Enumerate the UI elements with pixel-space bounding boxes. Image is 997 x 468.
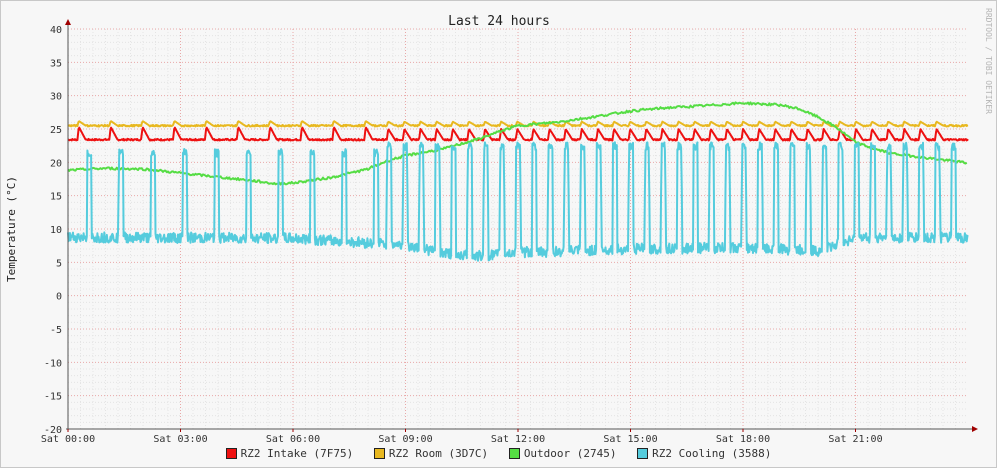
y-tick-label: 10 <box>50 225 62 236</box>
x-tick-label: Sat 09:00 <box>378 434 432 445</box>
y-tick-label: 5 <box>56 258 62 269</box>
y-tick-label: -20 <box>44 425 62 436</box>
y-tick-label: 40 <box>50 25 62 36</box>
y-axis-label: Temperature (°C) <box>5 176 18 282</box>
x-tick-label: Sat 15:00 <box>603 434 657 445</box>
y-tick-label: 25 <box>50 125 62 136</box>
x-tick-label: Sat 00:00 <box>41 434 95 445</box>
y-axis-arrow <box>65 19 71 25</box>
chart-title: Last 24 hours <box>448 14 550 29</box>
legend-label-cooling: RZ2 Cooling (3588) <box>652 447 772 460</box>
y-tick-label: -5 <box>50 325 62 336</box>
y-tick-label: 20 <box>50 158 62 169</box>
y-tick-label: 0 <box>56 292 62 303</box>
legend-label-intake: RZ2 Intake (7F75) <box>240 447 354 460</box>
series-line-3 <box>67 141 969 262</box>
legend-item-room: RZ2 Room (3D7C) <box>373 447 489 460</box>
legend-swatch-cooling <box>637 448 649 459</box>
legend-item-outdoor: Outdoor (2745) <box>508 447 617 460</box>
legend-swatch-outdoor <box>508 448 520 459</box>
y-tick-label: 15 <box>50 192 62 203</box>
legend-swatch-intake <box>225 448 237 459</box>
legend-swatch-room <box>373 448 385 459</box>
legend: RZ2 Intake (7F75) RZ2 Room (3D7C) Outdoo… <box>1 447 996 462</box>
y-tick-label: 35 <box>50 58 62 69</box>
legend-label-room: RZ2 Room (3D7C) <box>388 447 489 460</box>
x-axis-arrow <box>972 426 978 432</box>
x-tick-label: Sat 12:00 <box>491 434 545 445</box>
x-tick-label: Sat 03:00 <box>153 434 207 445</box>
y-tick-label: 30 <box>50 92 62 103</box>
grid-lines <box>67 28 968 430</box>
temperature-chart: Last 24 hours Temperature (°C) RRDTOOL /… <box>5 8 993 445</box>
x-tick-label: Sat 06:00 <box>266 434 320 445</box>
y-tick-label: -15 <box>44 392 62 403</box>
series-line-1 <box>67 120 969 128</box>
series-lines <box>67 101 969 262</box>
watermark-text: RRDTOOL / TOBI OETIKER <box>984 8 993 114</box>
axes <box>65 19 978 432</box>
legend-label-outdoor: Outdoor (2745) <box>523 447 617 460</box>
series-line-0 <box>67 126 969 142</box>
y-tick-label: -10 <box>44 358 62 369</box>
x-tick-label: Sat 21:00 <box>828 434 882 445</box>
legend-item-cooling: RZ2 Cooling (3588) <box>637 447 771 460</box>
legend-item-intake: RZ2 Intake (7F75) <box>225 447 354 460</box>
x-tick-label: Sat 18:00 <box>716 434 770 445</box>
